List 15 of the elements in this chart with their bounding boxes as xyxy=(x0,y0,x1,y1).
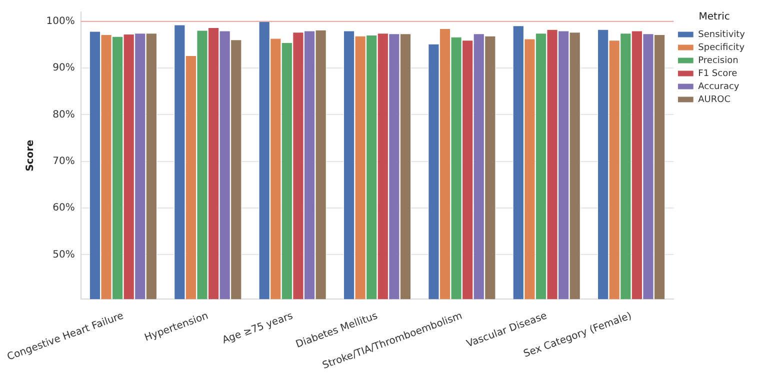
y-tick-label: 50% xyxy=(52,249,75,260)
y-tick-label: 60% xyxy=(52,202,75,214)
legend-label: Precision xyxy=(698,56,738,66)
y-tick-label: 70% xyxy=(52,156,75,167)
legend-label: AUROC xyxy=(698,94,731,105)
legend-title: Metric xyxy=(698,12,730,23)
y-tick-label: 80% xyxy=(52,109,75,120)
y-axis-title: Score xyxy=(24,139,36,172)
x-tick-label: Age ≥75 years xyxy=(220,310,294,346)
y-tick-label: 90% xyxy=(52,62,75,74)
y-tick-label: 100% xyxy=(46,16,75,27)
legend-label: F1 Score xyxy=(698,68,738,79)
legend-label: Specificity xyxy=(698,42,746,53)
legend-label: Sensitivity xyxy=(698,30,746,40)
legend-label: Accuracy xyxy=(698,82,740,92)
